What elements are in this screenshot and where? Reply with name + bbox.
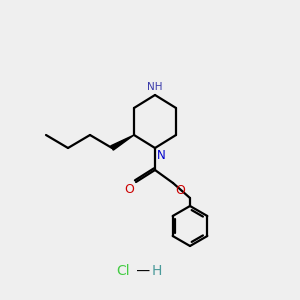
- Text: Cl: Cl: [116, 264, 130, 278]
- Text: N: N: [157, 149, 166, 162]
- Text: O: O: [124, 183, 134, 196]
- Polygon shape: [111, 135, 134, 150]
- Text: H: H: [152, 264, 162, 278]
- Text: NH: NH: [147, 82, 163, 92]
- Text: —: —: [132, 264, 154, 278]
- Text: O: O: [175, 184, 185, 197]
